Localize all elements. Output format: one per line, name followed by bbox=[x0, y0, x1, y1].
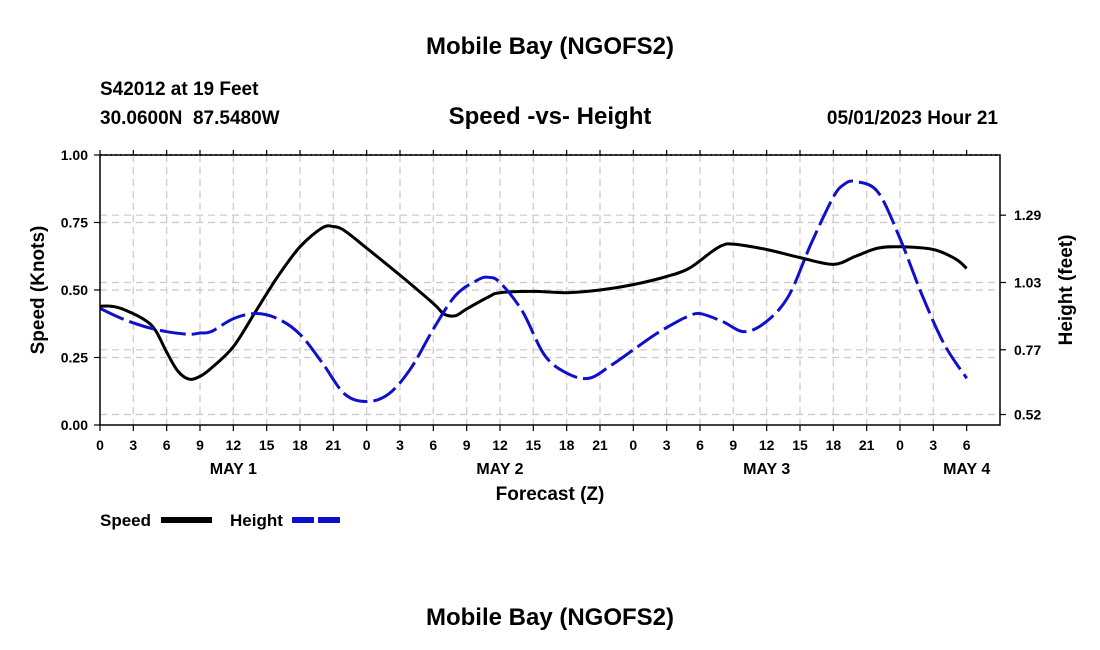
x-tick-label: 3 bbox=[129, 437, 137, 453]
chart-title: Speed -vs- Height bbox=[449, 103, 652, 130]
y-tick-label-right: 1.29 bbox=[1014, 207, 1041, 223]
x-tick-label: 3 bbox=[396, 437, 404, 453]
chart-ticks: 0 3 6 9 12 15 18 21 0 3 6 9 12 15 18 21 0 3 6 9 12 15 18 21 0 3 6 M… bbox=[61, 147, 1042, 478]
x-tick-label: 0 bbox=[96, 437, 104, 453]
x-tick-label: 0 bbox=[896, 437, 904, 453]
y-tick-label-right: 1.03 bbox=[1014, 274, 1041, 290]
x-day-label: MAY 4 bbox=[943, 461, 990, 478]
station-coords: 30.0600N 87.5480W bbox=[100, 108, 280, 129]
x-tick-label: 21 bbox=[859, 437, 875, 453]
x-tick-label: 6 bbox=[963, 437, 971, 453]
legend: Speed Height bbox=[100, 511, 343, 530]
y-tick-label-left: 0.50 bbox=[61, 282, 88, 298]
x-tick-label: 0 bbox=[363, 437, 371, 453]
x-tick-label: 12 bbox=[492, 437, 508, 453]
x-tick-label: 6 bbox=[429, 437, 437, 453]
chart-grid bbox=[100, 155, 1000, 425]
x-tick-label: 12 bbox=[759, 437, 775, 453]
chart-series bbox=[99, 179, 968, 404]
forecast-datetime: 05/01/2023 Hour 21 bbox=[827, 108, 999, 129]
x-tick-label: 3 bbox=[663, 437, 671, 453]
series-line-height bbox=[99, 179, 968, 404]
x-day-label: MAY 2 bbox=[476, 461, 523, 478]
x-tick-label: 18 bbox=[559, 437, 575, 453]
y-tick-label-right: 0.52 bbox=[1014, 407, 1041, 423]
y-tick-label-left: 0.75 bbox=[61, 215, 88, 231]
station-name: S42012 at 19 Feet bbox=[100, 79, 259, 100]
x-tick-label: 15 bbox=[526, 437, 542, 453]
y-tick-label-left: 0.00 bbox=[61, 417, 88, 433]
x-tick-label: 21 bbox=[326, 437, 342, 453]
x-axis-label: Forecast (Z) bbox=[496, 484, 605, 505]
x-day-label: MAY 1 bbox=[210, 461, 257, 478]
page-title-bottom: Mobile Bay (NGOFS2) bbox=[426, 604, 674, 631]
x-tick-label: 6 bbox=[163, 437, 171, 453]
y-axis-label-right: Height (feet) bbox=[1056, 235, 1077, 346]
x-tick-label: 12 bbox=[226, 437, 242, 453]
legend-speed-label: Speed bbox=[100, 511, 151, 530]
x-tick-label: 9 bbox=[729, 437, 737, 453]
legend-height-label: Height bbox=[230, 511, 283, 530]
x-tick-label: 9 bbox=[196, 437, 204, 453]
x-tick-label: 18 bbox=[826, 437, 842, 453]
x-tick-label: 0 bbox=[629, 437, 637, 453]
page-title-top: Mobile Bay (NGOFS2) bbox=[426, 33, 674, 60]
x-tick-label: 15 bbox=[259, 437, 275, 453]
x-tick-label: 3 bbox=[929, 437, 937, 453]
y-tick-label-left: 0.25 bbox=[61, 350, 88, 366]
x-tick-label: 18 bbox=[292, 437, 308, 453]
x-tick-label: 21 bbox=[592, 437, 608, 453]
y-tick-label-right: 0.77 bbox=[1014, 342, 1041, 358]
y-tick-label-left: 1.00 bbox=[61, 147, 88, 163]
series-line-speed bbox=[99, 224, 968, 381]
x-day-label: MAY 3 bbox=[743, 461, 790, 478]
y-axis-label-left: Speed (Knots) bbox=[28, 226, 49, 355]
x-tick-label: 6 bbox=[696, 437, 704, 453]
x-tick-label: 15 bbox=[792, 437, 808, 453]
x-tick-label: 9 bbox=[463, 437, 471, 453]
